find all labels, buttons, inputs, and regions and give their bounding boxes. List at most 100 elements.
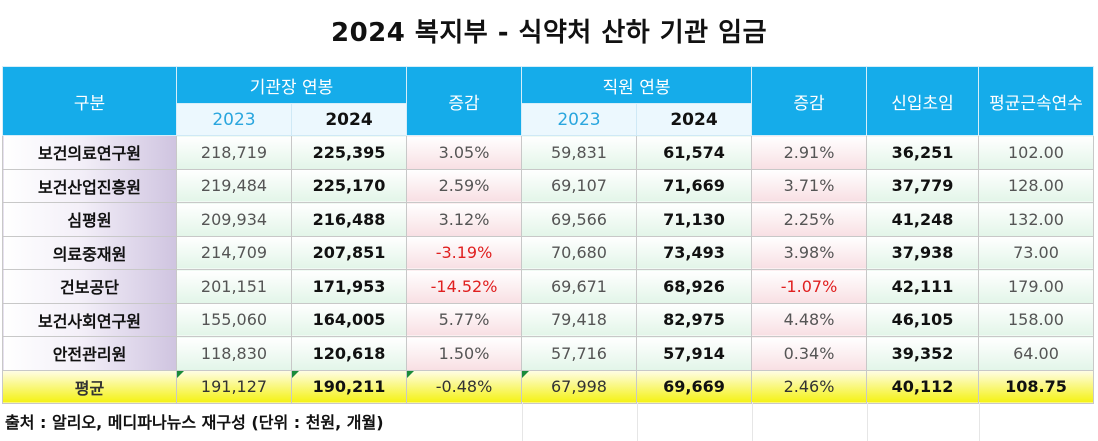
average-staff-change: 2.46% bbox=[751, 369, 867, 404]
staff-salary-2023: 57,716 bbox=[521, 336, 637, 371]
institution-name: 안전관리원 bbox=[2, 336, 177, 371]
avg-tenure: 73.00 bbox=[978, 235, 1094, 270]
comment-marker bbox=[407, 370, 414, 378]
head-salary-change: 2.59% bbox=[406, 168, 522, 203]
avg-tenure: 102.00 bbox=[978, 135, 1094, 170]
starting-pay: 42,111 bbox=[866, 269, 979, 304]
head-salary-2024: 225,170 bbox=[291, 168, 407, 203]
gridline bbox=[522, 402, 523, 441]
header-head-salary: 기관장 연봉 bbox=[176, 66, 407, 104]
staff-salary-2024: 57,914 bbox=[636, 336, 752, 371]
institution-name: 건보공단 bbox=[2, 269, 177, 304]
starting-pay: 41,248 bbox=[866, 202, 979, 237]
head-salary-2023: 201,151 bbox=[176, 269, 292, 304]
avg-tenure: 128.00 bbox=[978, 168, 1094, 203]
head-salary-change: -14.52% bbox=[406, 269, 522, 304]
gridline bbox=[867, 402, 868, 441]
starting-pay: 37,779 bbox=[866, 168, 979, 203]
staff-salary-2024: 71,669 bbox=[636, 168, 752, 203]
header-staff-salary: 직원 연봉 bbox=[521, 66, 752, 104]
header-head-2024: 2024 bbox=[291, 103, 407, 136]
page-title: 2024 복지부 - 식약처 산하 기관 임금 bbox=[330, 18, 767, 48]
average-tenure: 108.75 bbox=[978, 369, 1094, 404]
source-note: 출처 : 알리오, 메디파나뉴스 재구성 (단위 : 천원, 개월) bbox=[5, 413, 384, 432]
comment-marker bbox=[177, 370, 184, 378]
institution-name: 의료중재원 bbox=[2, 235, 177, 270]
head-salary-change: 5.77% bbox=[406, 302, 522, 337]
staff-salary-2024: 61,574 bbox=[636, 135, 752, 170]
staff-salary-2024: 73,493 bbox=[636, 235, 752, 270]
header-category: 구분 bbox=[2, 66, 177, 136]
head-salary-2024: 164,005 bbox=[291, 302, 407, 337]
header-starting-pay: 신입초임 bbox=[866, 66, 979, 136]
average-staff-2023: 67,998 bbox=[521, 369, 637, 404]
staff-salary-2023: 69,566 bbox=[521, 202, 637, 237]
avg-tenure: 64.00 bbox=[978, 336, 1094, 371]
head-salary-2024: 216,488 bbox=[291, 202, 407, 237]
gridline bbox=[979, 402, 980, 441]
average-row: 평균 191,127 190,211 -0.48% 67,998 69,669 … bbox=[2, 369, 1094, 404]
staff-salary-change: -1.07% bbox=[751, 269, 867, 304]
staff-salary-change: 2.25% bbox=[751, 202, 867, 237]
table-row: 보건사회연구원 155,060 164,005 5.77% 79,418 82,975 4.… bbox=[2, 302, 1094, 337]
head-salary-change: -3.19% bbox=[406, 235, 522, 270]
staff-salary-2024: 68,926 bbox=[636, 269, 752, 304]
gridline bbox=[637, 402, 638, 441]
staff-salary-2024: 82,975 bbox=[636, 302, 752, 337]
institution-name: 심평원 bbox=[2, 202, 177, 237]
table-row: 안전관리원 118,830 120,618 1.50% 57,716 57,914 0.34… bbox=[2, 336, 1094, 371]
average-head-change: -0.48% bbox=[406, 369, 522, 404]
table-row: 보건의료연구원 218,719 225,395 3.05% 59,831 61,574 2.… bbox=[2, 135, 1094, 170]
institution-name: 보건산업진흥원 bbox=[2, 168, 177, 203]
average-head-2024: 190,211 bbox=[291, 369, 407, 404]
table-row: 보건산업진흥원 219,484 225,170 2.59% 69,107 71,669 3.… bbox=[2, 168, 1094, 203]
head-salary-2024: 171,953 bbox=[291, 269, 407, 304]
avg-tenure: 158.00 bbox=[978, 302, 1094, 337]
header-head-2023: 2023 bbox=[176, 103, 292, 136]
table-row: 건보공단 201,151 171,953 -14.52% 69,671 68,926 -1.… bbox=[2, 269, 1094, 304]
head-salary-change: 1.50% bbox=[406, 336, 522, 371]
average-label: 평균 bbox=[2, 369, 177, 404]
head-salary-2023: 219,484 bbox=[176, 168, 292, 203]
header-staff-2023: 2023 bbox=[521, 103, 637, 136]
header-head-change: 증감 bbox=[406, 66, 522, 136]
head-salary-2024: 120,618 bbox=[291, 336, 407, 371]
starting-pay: 39,352 bbox=[866, 336, 979, 371]
header-staff-change: 증감 bbox=[751, 66, 867, 136]
gridline bbox=[752, 402, 753, 441]
header-avg-tenure: 평균근속연수 bbox=[978, 66, 1094, 136]
salary-table: 구분 기관장 연봉 증감 직원 연봉 증감 신입초임 평균근속연수 2023 2… bbox=[2, 66, 1094, 404]
table-row: 의료중재원 214,709 207,851 -3.19% 70,680 73,493 3.9… bbox=[2, 235, 1094, 270]
staff-salary-2023: 69,671 bbox=[521, 269, 637, 304]
head-salary-2023: 218,719 bbox=[176, 135, 292, 170]
head-salary-2024: 225,395 bbox=[291, 135, 407, 170]
table-row: 심평원 209,934 216,488 3.12% 69,566 71,130 2.25% 4… bbox=[2, 202, 1094, 237]
average-staff-2024: 69,669 bbox=[636, 369, 752, 404]
head-salary-change: 3.12% bbox=[406, 202, 522, 237]
starting-pay: 37,938 bbox=[866, 235, 979, 270]
header-staff-2024: 2024 bbox=[636, 103, 752, 136]
head-salary-2024: 207,851 bbox=[291, 235, 407, 270]
head-salary-2023: 118,830 bbox=[176, 336, 292, 371]
staff-salary-change: 3.98% bbox=[751, 235, 867, 270]
starting-pay: 36,251 bbox=[866, 135, 979, 170]
staff-salary-2023: 70,680 bbox=[521, 235, 637, 270]
average-starting: 40,112 bbox=[866, 369, 979, 404]
staff-salary-change: 0.34% bbox=[751, 336, 867, 371]
head-salary-2023: 155,060 bbox=[176, 302, 292, 337]
staff-salary-2024: 71,130 bbox=[636, 202, 752, 237]
head-salary-2023: 214,709 bbox=[176, 235, 292, 270]
staff-salary-change: 3.71% bbox=[751, 168, 867, 203]
institution-name: 보건사회연구원 bbox=[2, 302, 177, 337]
institution-name: 보건의료연구원 bbox=[2, 135, 177, 170]
staff-salary-2023: 69,107 bbox=[521, 168, 637, 203]
avg-tenure: 179.00 bbox=[978, 269, 1094, 304]
comment-marker bbox=[292, 370, 299, 378]
table-body: 보건의료연구원 218,719 225,395 3.05% 59,831 61,574 2.… bbox=[2, 135, 1094, 404]
staff-salary-2023: 79,418 bbox=[521, 302, 637, 337]
average-head-2023: 191,127 bbox=[176, 369, 292, 404]
staff-salary-2023: 59,831 bbox=[521, 135, 637, 170]
avg-tenure: 132.00 bbox=[978, 202, 1094, 237]
staff-salary-change: 2.91% bbox=[751, 135, 867, 170]
head-salary-change: 3.05% bbox=[406, 135, 522, 170]
